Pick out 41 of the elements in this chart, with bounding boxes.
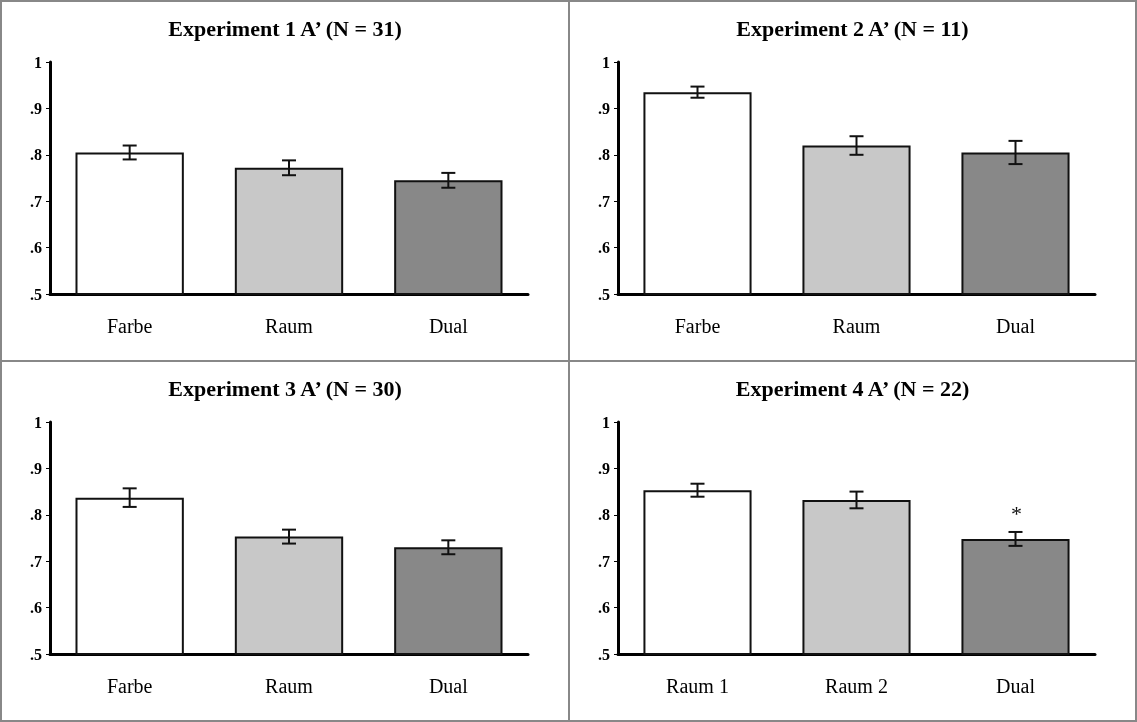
y-tick-label: 1: [602, 413, 610, 431]
y-tick-label: .8: [598, 506, 610, 524]
y-tick-label: 1: [34, 413, 42, 431]
x-tick-label: Dual: [996, 315, 1036, 337]
x-tick-label: Raum 1: [666, 675, 729, 697]
y-tick-label: .5: [30, 645, 42, 663]
y-tick-label: .7: [598, 552, 610, 570]
y-tick-label: 1: [602, 53, 610, 71]
x-tick-label: Raum 2: [825, 675, 888, 697]
y-tick-label: .6: [598, 599, 610, 617]
x-tick-label: Farbe: [674, 315, 721, 337]
x-tick-label: Farbe: [106, 675, 153, 697]
y-tick-label: .6: [30, 239, 42, 257]
chart-title: Experiment 3 A’ (N = 30): [168, 375, 402, 401]
y-tick-label: .7: [30, 552, 42, 570]
y-tick-label: .9: [30, 459, 42, 477]
x-tick-label: Raum: [265, 315, 314, 337]
y-tick-label: .9: [598, 459, 610, 477]
x-tick-label: Farbe: [106, 315, 153, 337]
y-tick-label: .9: [598, 99, 610, 117]
y-tick-label: .8: [598, 146, 610, 164]
y-tick-label: .7: [598, 192, 610, 210]
y-tick-label: .8: [30, 146, 42, 164]
y-tick-label: .5: [30, 285, 42, 303]
y-tick-label: .5: [598, 645, 610, 663]
y-tick-label: .6: [598, 239, 610, 257]
chart-title: Experiment 1 A’ (N = 31): [168, 15, 402, 41]
chart-title: Experiment 2 A’ (N = 11): [736, 15, 969, 41]
y-tick-label: .7: [30, 192, 42, 210]
y-tick-label: .6: [30, 599, 42, 617]
y-tick-label: .9: [30, 99, 42, 117]
x-tick-label: Raum: [832, 315, 881, 337]
y-tick-label: 1: [34, 53, 42, 71]
annotation: *: [1011, 500, 1022, 526]
x-tick-label: Raum: [265, 675, 314, 697]
x-tick-label: Dual: [428, 315, 469, 337]
y-tick-label: .8: [30, 506, 42, 524]
chart-title: Experiment 4 A’ (N = 22): [735, 375, 970, 401]
x-tick-label: Dual: [428, 675, 469, 697]
x-tick-label: Dual: [996, 675, 1036, 697]
y-tick-label: .5: [598, 285, 610, 303]
